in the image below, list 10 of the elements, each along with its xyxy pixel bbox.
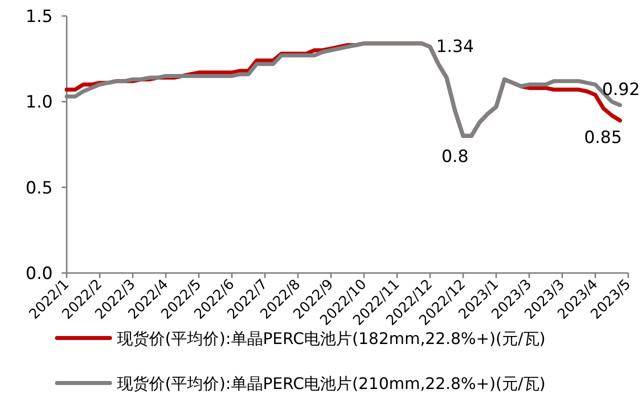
legend-label: 现货价(平均价):单晶PERC电池片(210mm,22.8%+)(元/瓦) xyxy=(117,374,546,393)
y-tick-label: 1.5 xyxy=(26,7,53,27)
legend-label: 现货价(平均价):单晶PERC电池片(182mm,22.8%+)(元/瓦) xyxy=(117,329,546,348)
annotation: 0.92 xyxy=(602,80,640,100)
annotation: 0.8 xyxy=(441,147,469,167)
y-tick-label: 1.0 xyxy=(26,92,53,113)
y-tick-label: 0.0 xyxy=(26,264,53,284)
y-tick-label: 0.5 xyxy=(26,178,53,198)
annotation: 1.34 xyxy=(436,37,474,57)
annotation: 0.85 xyxy=(584,128,622,148)
